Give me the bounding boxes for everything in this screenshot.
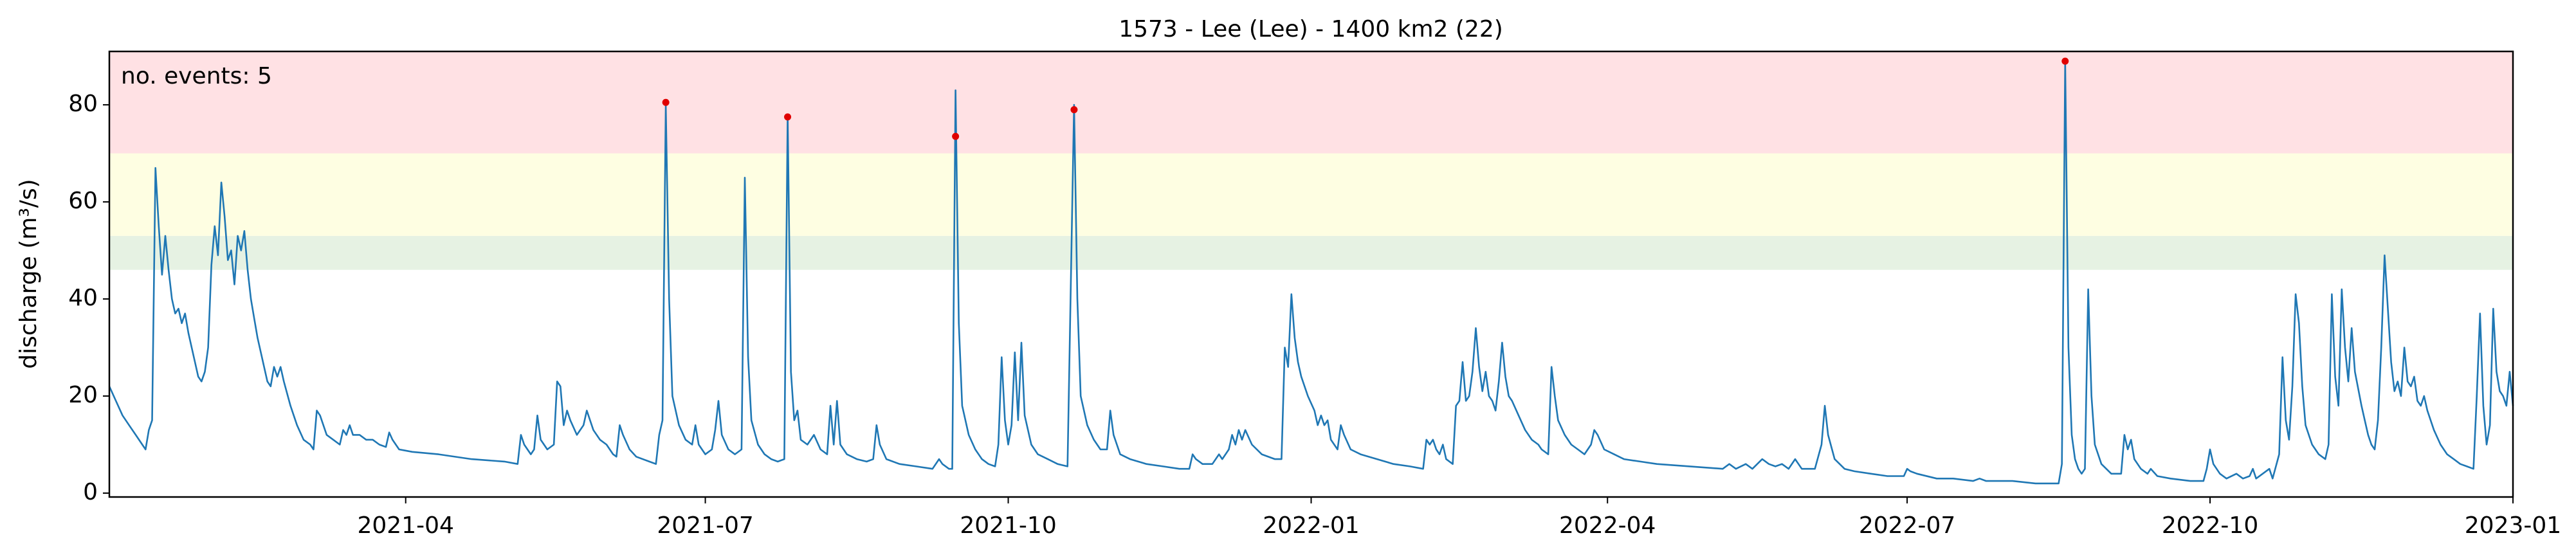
x-tick-label: 2022-07 — [1859, 512, 1955, 539]
event-marker — [662, 98, 670, 106]
plot-frame — [108, 50, 2514, 498]
x-tick-label: 2022-10 — [2162, 512, 2258, 539]
y-axis-label: discharge (m³/s) — [15, 179, 42, 368]
event-marker — [784, 113, 792, 121]
threshold-band — [109, 51, 2513, 154]
event-marker — [1070, 106, 1078, 114]
y-tick-label: 40 — [68, 285, 98, 311]
y-tick-label: 20 — [68, 382, 98, 408]
event-marker — [952, 132, 960, 140]
threshold-band — [109, 153, 2513, 236]
chart-title: 1573 - Lee (Lee) - 1400 km2 (22) — [1119, 16, 1503, 42]
x-tick-label: 2021-10 — [960, 512, 1056, 539]
x-tick-label: 2022-04 — [1559, 512, 1656, 539]
discharge-line — [108, 60, 2514, 485]
x-tick-label: 2021-07 — [657, 512, 753, 539]
event-marker — [2061, 57, 2069, 65]
y-tick-label: 60 — [68, 188, 98, 214]
x-tick-label: 2023-01 — [2465, 512, 2561, 539]
events-annotation: no. events: 5 — [121, 63, 272, 89]
x-tick-label: 2021-04 — [358, 512, 454, 539]
x-tick-label: 2022-01 — [1263, 512, 1359, 539]
threshold-band — [109, 235, 2513, 270]
y-tick-label: 80 — [68, 91, 98, 117]
y-tick-label: 0 — [83, 479, 98, 505]
